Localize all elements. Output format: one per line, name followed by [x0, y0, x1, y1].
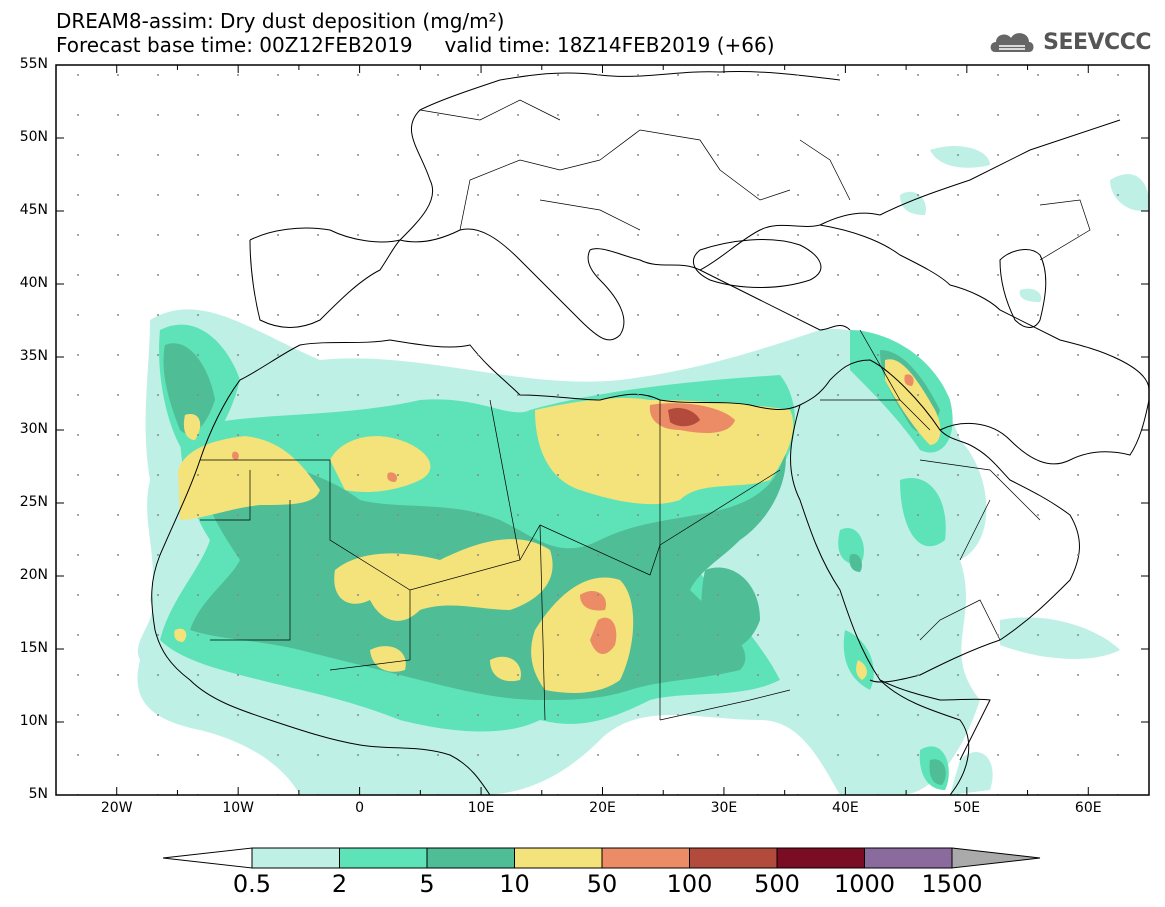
lon-tick-label: 20W — [100, 800, 133, 816]
lat-tick-label: 50N — [19, 129, 48, 145]
lon-tick-label: 30E — [710, 800, 738, 816]
lat-tick-label: 55N — [19, 56, 48, 72]
lat-tick-label: 45N — [19, 202, 48, 218]
colorbar-box — [514, 847, 603, 869]
colorbar-box — [426, 847, 515, 869]
colorbar-label: 5 — [419, 870, 435, 898]
colorbar-label: 10 — [499, 870, 530, 898]
seevccc-logo: SEEVCCC — [987, 26, 1151, 58]
lon-tick-label: 20E — [589, 800, 616, 816]
colorbar-label: 2 — [331, 870, 348, 898]
colorbar-over-arrow — [951, 847, 1041, 869]
colorbar-box — [339, 847, 428, 869]
axis-ticks — [55, 64, 1150, 796]
colorbar-under-arrow — [162, 847, 253, 869]
lat-tick-label: 10N — [19, 713, 48, 729]
logo-text: SEEVCCC — [1043, 29, 1151, 55]
map-subtitle: Forecast base time: 00Z12FEB2019 valid t… — [56, 33, 775, 57]
lon-tick-label: 40E — [832, 800, 859, 816]
colorbar — [162, 847, 1041, 869]
map-title: DREAM8-assim: Dry dust deposition (mg/m²… — [56, 9, 505, 33]
lon-tick-label: 10E — [467, 800, 495, 816]
lat-tick-label: 20N — [19, 567, 48, 583]
lat-tick-label: 30N — [19, 421, 48, 437]
colorbar-box — [864, 847, 953, 869]
lon-tick-label: 50E — [953, 800, 981, 816]
grid-dots — [56, 65, 1149, 795]
lat-tick-label: 35N — [19, 348, 48, 364]
lat-tick-label: 5N — [28, 786, 48, 802]
lat-tick-label: 15N — [19, 640, 48, 656]
colorbar-label: 100 — [666, 870, 713, 898]
lon-tick-label: 10W — [222, 800, 254, 816]
lat-tick-label: 25N — [19, 494, 48, 510]
colorbar-box — [776, 847, 865, 869]
colorbar-label: 1000 — [833, 870, 896, 898]
lon-tick-label: 0 — [355, 800, 365, 816]
colorbar-label: 1500 — [921, 870, 983, 898]
colorbar-label: 500 — [754, 870, 800, 898]
cloud-logo-icon — [990, 33, 1034, 52]
colorbar-box — [251, 847, 340, 869]
lon-tick-label: 60E — [1074, 800, 1102, 816]
colorbar-label: 50 — [586, 870, 618, 898]
colorbar-box — [689, 847, 778, 869]
colorbar-label: 0.5 — [232, 870, 272, 898]
colorbar-box — [601, 847, 690, 869]
lat-tick-label: 40N — [19, 275, 48, 291]
